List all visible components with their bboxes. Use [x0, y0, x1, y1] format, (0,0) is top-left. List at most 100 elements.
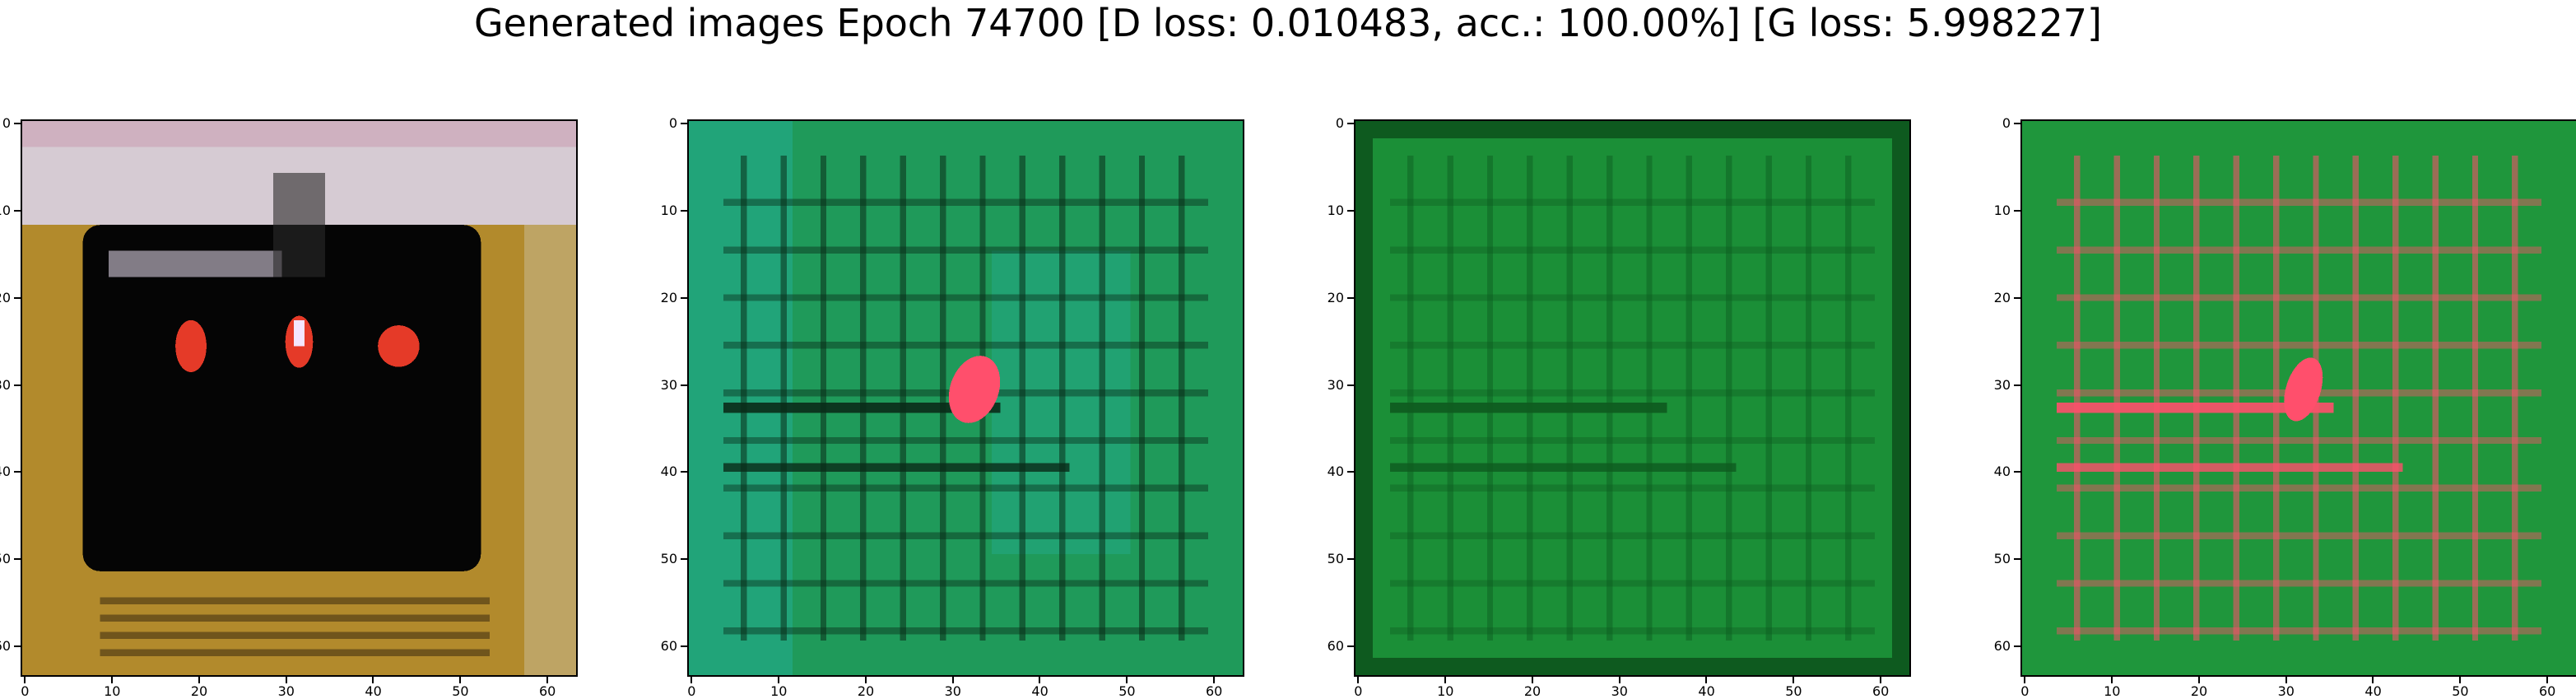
y-tick-label: 60 [0, 637, 11, 654]
x-tick-mark [372, 677, 374, 683]
x-tick-mark [1126, 677, 1128, 683]
y-tick-mark [14, 123, 21, 125]
y-tick-label: 0 [2, 115, 11, 132]
y-tick-label: 40 [1327, 464, 1344, 480]
x-tick-label: 60 [1872, 683, 1890, 699]
y-tick-mark [681, 645, 687, 647]
y-tick-mark [1347, 210, 1354, 212]
x-tick-mark [2024, 677, 2026, 683]
y-tick-label: 30 [660, 376, 677, 393]
x-tick-mark [2546, 677, 2548, 683]
x-tick-mark [1618, 677, 1620, 683]
x-tick-mark [2285, 677, 2287, 683]
y-tick-mark [14, 471, 21, 473]
y-tick-mark [2014, 210, 2020, 212]
y-tick-mark [2014, 558, 2020, 561]
x-tick-label: 40 [1698, 683, 1715, 699]
y-tick-label: 10 [660, 203, 677, 219]
y-tick-label: 20 [1993, 289, 2011, 305]
x-tick-mark [1212, 677, 1215, 683]
x-tick-label: 50 [452, 683, 469, 699]
x-tick-mark [546, 677, 548, 683]
x-tick-mark [1531, 677, 1533, 683]
y-tick-label: 10 [1993, 203, 2011, 219]
x-tick-label: 20 [190, 683, 208, 699]
y-tick-label: 30 [0, 376, 11, 393]
x-tick-mark [2372, 677, 2374, 683]
x-tick-mark [864, 677, 867, 683]
x-tick-label: 10 [770, 683, 788, 699]
x-tick-mark [1039, 677, 1041, 683]
y-tick-label: 0 [668, 115, 677, 132]
generated-image-2 [687, 119, 1244, 677]
x-tick-label: 30 [944, 683, 961, 699]
x-tick-mark [2459, 677, 2462, 683]
y-tick-label: 0 [1335, 115, 1344, 132]
y-tick-mark [14, 558, 21, 561]
y-tick-label: 10 [1327, 203, 1344, 219]
x-tick-label: 40 [2364, 683, 2382, 699]
y-tick-label: 20 [660, 289, 677, 305]
y-tick-mark [14, 296, 21, 299]
x-tick-mark [111, 677, 114, 683]
figure-title: Generated images Epoch 74700 [D loss: 0.… [473, 1, 2103, 45]
x-tick-mark [1444, 677, 1447, 683]
x-tick-mark [1793, 677, 1795, 683]
x-tick-label: 30 [277, 683, 295, 699]
generated-image-3 [1354, 119, 1911, 677]
y-tick-label: 20 [0, 289, 11, 305]
y-tick-label: 60 [1327, 637, 1344, 654]
y-tick-mark [1347, 384, 1354, 386]
y-tick-label: 40 [0, 464, 11, 480]
y-tick-mark [2014, 471, 2020, 473]
x-tick-label: 50 [1785, 683, 1802, 699]
y-tick-label: 50 [1327, 551, 1344, 567]
x-tick-mark [2197, 677, 2200, 683]
x-tick-mark [459, 677, 462, 683]
x-tick-label: 0 [687, 683, 696, 699]
x-tick-label: 20 [1523, 683, 1541, 699]
generated-image-2-pixels [689, 121, 1243, 675]
x-tick-mark [690, 677, 693, 683]
y-tick-mark [14, 645, 21, 647]
x-tick-label: 20 [857, 683, 875, 699]
y-tick-mark [2014, 384, 2020, 386]
x-tick-mark [198, 677, 200, 683]
x-tick-mark [1879, 677, 1881, 683]
y-tick-label: 30 [1993, 376, 2011, 393]
y-tick-label: 60 [1993, 637, 2011, 654]
y-tick-label: 40 [1993, 464, 2011, 480]
x-tick-label: 60 [538, 683, 556, 699]
y-tick-label: 30 [1327, 376, 1344, 393]
y-tick-mark [681, 384, 687, 386]
x-tick-mark [1357, 677, 1360, 683]
y-tick-label: 20 [1327, 289, 1344, 305]
x-tick-label: 0 [1354, 683, 1363, 699]
x-tick-label: 10 [1437, 683, 1454, 699]
y-tick-mark [2014, 296, 2020, 299]
x-tick-label: 30 [2277, 683, 2295, 699]
y-tick-label: 10 [0, 203, 11, 219]
generated-image-3-pixels [1355, 121, 1909, 675]
y-tick-mark [1347, 645, 1354, 647]
x-tick-mark [24, 677, 26, 683]
y-tick-mark [2014, 645, 2020, 647]
x-tick-label: 60 [1205, 683, 1223, 699]
y-tick-mark [14, 384, 21, 386]
y-tick-label: 60 [660, 637, 677, 654]
x-tick-mark [285, 677, 287, 683]
generated-image-4 [2020, 119, 2576, 677]
x-tick-label: 50 [1118, 683, 1136, 699]
x-tick-label: 0 [2020, 683, 2030, 699]
generated-image-1 [21, 119, 578, 677]
x-tick-label: 50 [2452, 683, 2469, 699]
x-tick-label: 30 [1611, 683, 1628, 699]
y-tick-mark [1347, 123, 1354, 125]
y-tick-mark [681, 558, 687, 561]
y-tick-label: 50 [0, 551, 11, 567]
x-tick-mark [1705, 677, 1708, 683]
y-tick-mark [681, 210, 687, 212]
x-tick-label: 40 [365, 683, 382, 699]
y-tick-label: 0 [2002, 115, 2011, 132]
y-tick-mark [14, 210, 21, 212]
